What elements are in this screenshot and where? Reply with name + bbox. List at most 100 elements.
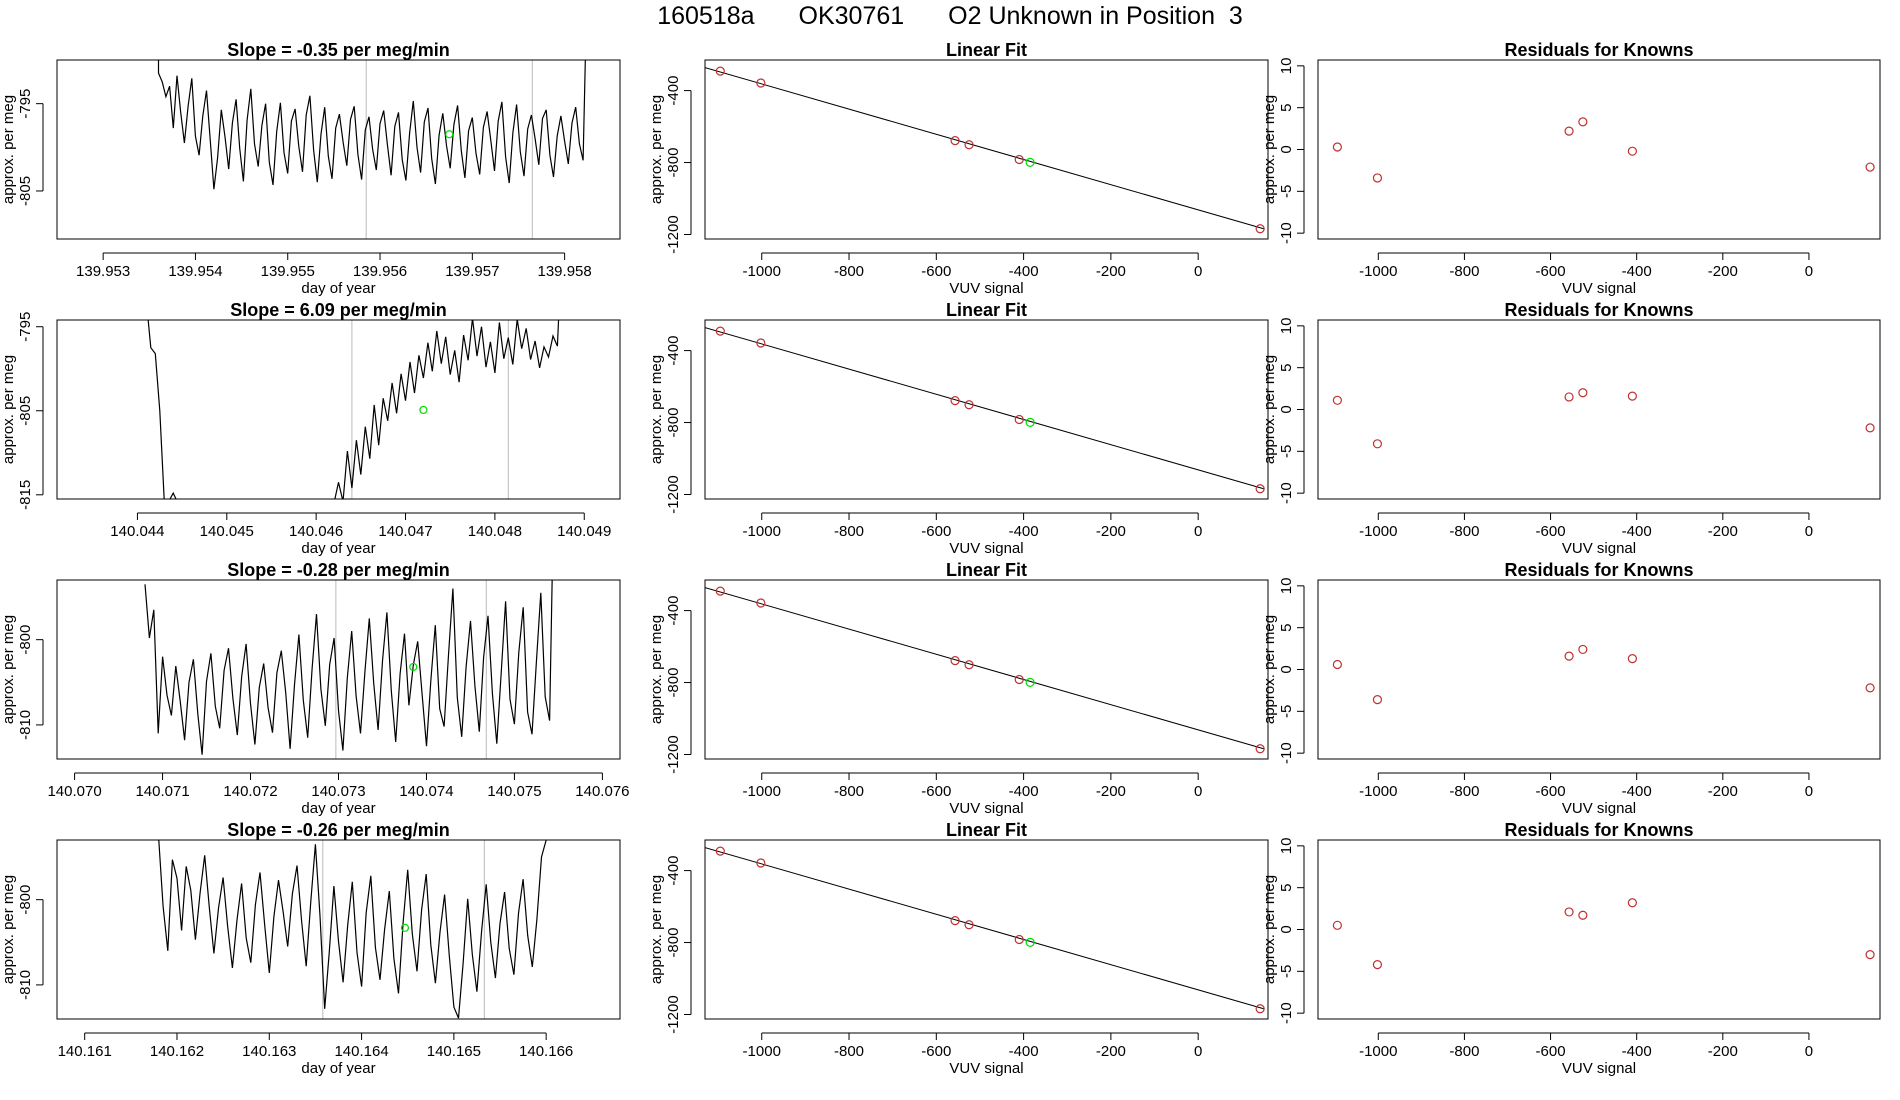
known-standard-point [1255, 1004, 1265, 1014]
plot-area [705, 846, 1265, 1014]
residual-point [1372, 173, 1383, 183]
fit-line [705, 67, 1264, 230]
x-tick-label: -1000 [1359, 783, 1397, 800]
x-tick-label: -200 [1708, 1043, 1738, 1060]
x-axis-label: day of year [301, 800, 375, 817]
x-axis-label: VUV signal [1562, 1060, 1636, 1077]
x-tick-label: -200 [1708, 783, 1738, 800]
x-axis-label: VUV signal [1562, 540, 1636, 557]
unknown-sample-point [1025, 157, 1035, 167]
panel-residuals-row2: Residuals for Knowns-1000 -800 -600 -400 -20… [1261, 300, 1881, 557]
known-standard-point [1255, 744, 1265, 754]
x-tick-label: -400 [1009, 523, 1039, 540]
y-axis-label: approx. per meg [1261, 875, 1278, 984]
y-axis-label: approx. per meg [648, 875, 665, 984]
known-standard-point [964, 140, 974, 150]
known-standard-point [756, 338, 766, 348]
x-tick-label: -400 [1009, 783, 1039, 800]
residual-point [1578, 388, 1588, 398]
x-tick-label: -1000 [1359, 263, 1397, 280]
residual-point [1578, 910, 1588, 920]
known-standard-point [964, 660, 974, 670]
panel-residuals-row3: Residuals for Knowns-1000 -800 -600 -400 -20… [1261, 560, 1881, 817]
fit-line [705, 327, 1264, 490]
residual-point [1332, 142, 1342, 152]
x-axis-label: VUV signal [949, 540, 1023, 557]
y-tick-label: -400 [665, 596, 682, 626]
x-tick-label: -200 [1096, 1043, 1126, 1060]
plot-area [157, 60, 586, 239]
x-tick-label: -1000 [743, 1043, 781, 1060]
y-tick-label: -10 [1278, 222, 1295, 244]
unknown-sample-point [1025, 417, 1035, 427]
x-tick-label: 0 [1805, 263, 1813, 280]
x-tick-label: 140.163 [242, 1043, 296, 1060]
panel-linear-fit-row1: Linear Fit -1000 -800 -600 -400 -200 0 VUV sign… [648, 40, 1269, 297]
y-tick-label: 5 [1278, 104, 1295, 112]
x-tick-label: -800 [1449, 1043, 1479, 1060]
panel-time-series-row1: Slope = -0.35 per meg/min 139.953 139.954 1… [0, 40, 621, 297]
y-tick-label: -795 [17, 89, 34, 119]
y-tick-label: -800 [665, 148, 682, 178]
plot-area [1332, 388, 1875, 449]
residual-point [1372, 695, 1383, 705]
x-tick-label: 139.958 [538, 263, 592, 280]
residual-point [1564, 126, 1574, 136]
x-tick-label: 0 [1805, 783, 1813, 800]
y-tick-label: -10 [1278, 742, 1295, 764]
y-tick-label: 0 [1278, 145, 1295, 153]
x-tick-label: 140.161 [58, 1043, 112, 1060]
plot-area [1332, 898, 1875, 970]
figure-title: 160518a OK30761 O2 Unknown in Position 3 [0, 2, 1900, 31]
known-standard-point [950, 915, 960, 926]
signal-series-line [147, 320, 560, 499]
panel-residuals-row4: Residuals for Knowns-1000 -800 -600 -400 -20… [1261, 820, 1881, 1077]
x-tick-label: 0 [1194, 263, 1202, 280]
y-tick-label: -800 [665, 928, 682, 958]
panel-title: Residuals for Knowns [1504, 300, 1693, 320]
x-tick-label: 140.044 [110, 523, 164, 540]
known-standard-point [1014, 414, 1024, 425]
y-tick-label: 0 [1278, 925, 1295, 933]
panel-title: Linear Fit [946, 40, 1027, 60]
mean-marker-point [419, 405, 428, 415]
x-tick-label: 0 [1194, 783, 1202, 800]
known-standard-point [964, 400, 974, 410]
known-standard-point [756, 78, 766, 88]
known-standard-point [715, 846, 725, 856]
panel-linear-fit-row2: Linear Fit -1000 -800 -600 -400 -200 0 VUV sign… [648, 300, 1269, 557]
known-standard-point [1255, 224, 1265, 234]
y-tick-label: -1200 [665, 735, 682, 773]
y-tick-label: -800 [665, 408, 682, 438]
plot-area [705, 326, 1265, 494]
x-tick-label: -600 [921, 1043, 951, 1060]
panel-title: Slope = -0.26 per meg/min [227, 820, 450, 840]
y-tick-label: -400 [665, 336, 682, 366]
x-tick-label: 140.071 [135, 783, 189, 800]
known-standard-point [756, 598, 766, 608]
x-tick-label: 0 [1805, 1043, 1813, 1060]
y-tick-label: -1200 [665, 475, 682, 513]
tank-id: OK30761 [798, 2, 905, 30]
x-axis-label: day of year [301, 1060, 375, 1077]
plot-frame [56, 839, 621, 1020]
x-tick-label: -400 [1622, 1043, 1652, 1060]
residual-point [1627, 146, 1637, 156]
x-tick-label: 140.048 [468, 523, 522, 540]
fit-line [705, 587, 1264, 750]
y-tick-label: -1200 [665, 215, 682, 253]
x-axis-label: VUV signal [949, 800, 1023, 817]
y-tick-label: -400 [665, 856, 682, 886]
x-axis-label: VUV signal [949, 280, 1023, 297]
x-tick-label: -800 [834, 783, 864, 800]
y-axis-label: approx. per meg [648, 615, 665, 724]
plot-frame [704, 59, 1269, 240]
mean-marker-point [409, 662, 418, 672]
x-axis-label: VUV signal [1562, 280, 1636, 297]
x-tick-label: 0 [1194, 1043, 1202, 1060]
known-standard-point [1014, 934, 1024, 945]
panel-linear-fit-row3: Linear Fit -1000 -800 -600 -400 -200 0 VUV sign… [648, 560, 1269, 817]
x-tick-label: 140.073 [311, 783, 365, 800]
residual-point [1578, 644, 1588, 655]
